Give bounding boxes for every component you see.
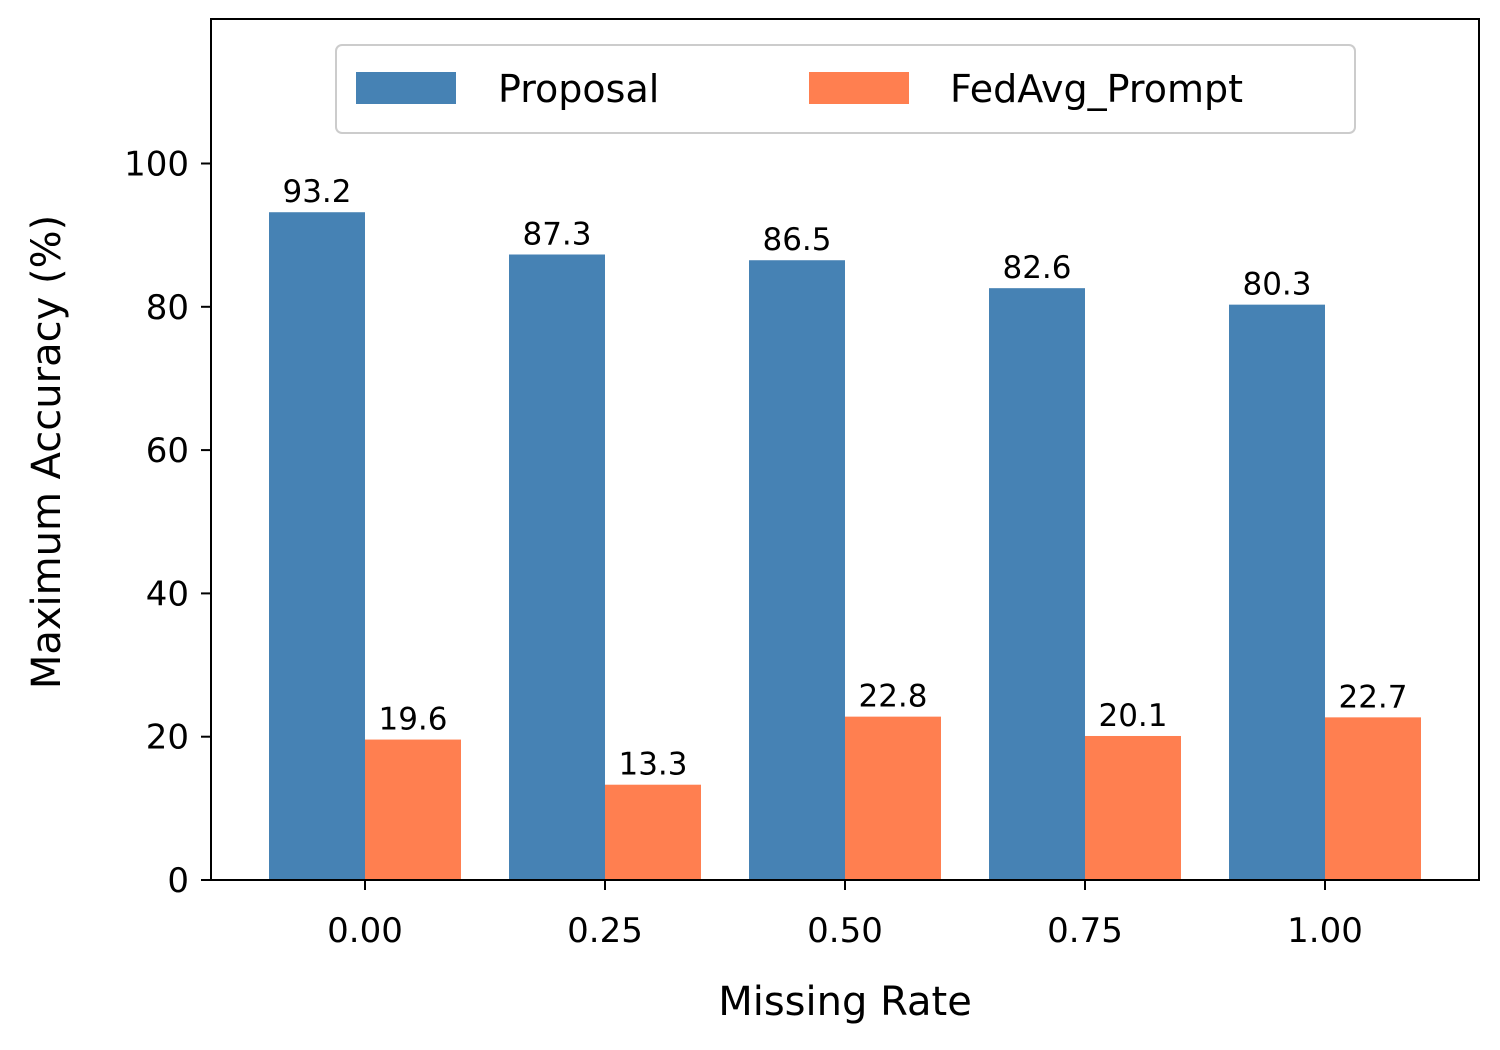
bar-labels: 93.2 87.3 86.5 82.6 80.3 19.6 13.3 22.8 20.1 22.7 xyxy=(282,174,1407,782)
bar-proposal-2 xyxy=(749,260,845,880)
y-tick-label: 100 xyxy=(124,145,189,185)
x-axis: 0.00 0.25 0.50 0.75 1.00 xyxy=(327,880,1363,951)
plot-frame xyxy=(210,18,1480,881)
bar-proposal-0 xyxy=(269,212,365,881)
y-axis: 0 20 40 60 80 100 xyxy=(124,145,211,901)
x-tick-label: 1.00 xyxy=(1287,911,1363,951)
bar-proposal-3 xyxy=(989,288,1085,880)
x-tick-label: 0.50 xyxy=(807,911,883,951)
bar-fedavg-prompt-3 xyxy=(1085,735,1181,880)
legend-swatch-fedavg-prompt xyxy=(809,72,909,104)
bar-value-label-fedavg-prompt-3: 20.1 xyxy=(1098,698,1167,734)
legend: Proposal FedAvg_Prompt xyxy=(335,44,1356,134)
bar-proposal-4 xyxy=(1229,304,1325,880)
y-tick-label: 20 xyxy=(146,718,189,758)
bar-fedavg-prompt-1 xyxy=(605,784,701,880)
y-axis-title: Maximum Accuracy (%) xyxy=(24,215,70,689)
bar-fedavg-prompt-2 xyxy=(845,716,941,880)
bar-fedavg-prompt-0 xyxy=(365,739,461,880)
bar-value-label-proposal-1: 87.3 xyxy=(522,216,591,252)
x-tick-label: 0.25 xyxy=(567,911,643,951)
bar-value-label-fedavg-prompt-1: 13.3 xyxy=(618,747,687,783)
y-tick-label: 80 xyxy=(146,288,189,328)
legend-swatch-proposal xyxy=(356,72,456,104)
legend-label-proposal: Proposal xyxy=(498,67,659,111)
x-axis-title: Missing Rate xyxy=(718,979,972,1025)
bar-value-label-proposal-0: 93.2 xyxy=(282,174,351,210)
bars xyxy=(269,212,1421,881)
x-tick-label: 0.00 xyxy=(327,911,403,951)
bar-value-label-proposal-4: 80.3 xyxy=(1242,267,1311,303)
y-tick-label: 60 xyxy=(146,431,189,471)
bar-fedavg-prompt-4 xyxy=(1325,717,1421,880)
y-tick-label: 0 xyxy=(167,861,189,901)
x-tick-label: 0.75 xyxy=(1047,911,1123,951)
legend-label-fedavg-prompt: FedAvg_Prompt xyxy=(950,67,1243,111)
bar-value-label-proposal-3: 82.6 xyxy=(1002,250,1071,286)
bar-value-label-proposal-2: 86.5 xyxy=(762,222,831,258)
bar-value-label-fedavg-prompt-0: 19.6 xyxy=(378,702,447,738)
bar-value-label-fedavg-prompt-2: 22.8 xyxy=(858,679,927,715)
bar-proposal-1 xyxy=(509,254,605,881)
y-tick-label: 40 xyxy=(146,574,189,614)
bar-value-label-fedavg-prompt-4: 22.7 xyxy=(1338,679,1407,715)
